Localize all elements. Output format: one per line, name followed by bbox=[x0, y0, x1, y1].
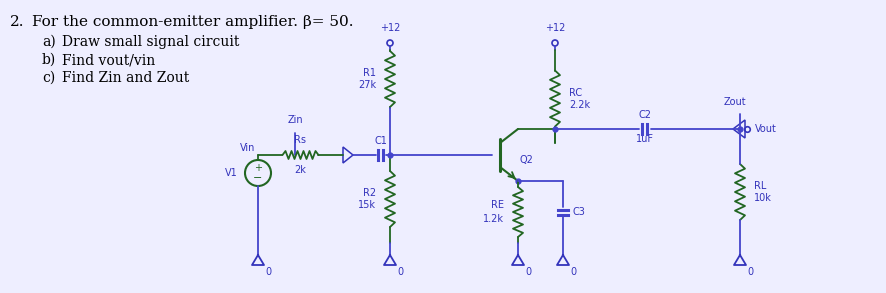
Text: C3: C3 bbox=[573, 207, 586, 217]
Text: Rs: Rs bbox=[294, 135, 307, 145]
Text: 27k: 27k bbox=[358, 80, 376, 90]
Text: 10k: 10k bbox=[754, 193, 772, 203]
Text: Zin: Zin bbox=[287, 115, 303, 125]
Text: b): b) bbox=[42, 53, 56, 67]
Text: c): c) bbox=[42, 71, 55, 85]
Text: V1: V1 bbox=[225, 168, 238, 178]
Text: R2: R2 bbox=[363, 188, 376, 198]
Text: 0: 0 bbox=[525, 267, 531, 277]
Text: a): a) bbox=[42, 35, 56, 49]
Text: R1: R1 bbox=[363, 68, 376, 78]
Text: Vin: Vin bbox=[239, 143, 255, 153]
Text: 0: 0 bbox=[265, 267, 271, 277]
Text: Find vout/vin: Find vout/vin bbox=[62, 53, 155, 67]
Text: Vout: Vout bbox=[755, 124, 777, 134]
Text: 0: 0 bbox=[570, 267, 576, 277]
Text: Zout: Zout bbox=[724, 97, 746, 107]
Text: 1uF: 1uF bbox=[636, 134, 654, 144]
Text: 0: 0 bbox=[747, 267, 753, 277]
Text: RE: RE bbox=[491, 200, 504, 210]
Text: 2.2k: 2.2k bbox=[569, 100, 590, 110]
Text: 2.: 2. bbox=[10, 15, 25, 29]
Text: C2: C2 bbox=[639, 110, 651, 120]
Text: +12: +12 bbox=[545, 23, 565, 33]
Text: 1.2k: 1.2k bbox=[483, 214, 504, 224]
Text: RC: RC bbox=[569, 88, 582, 98]
Text: 2k: 2k bbox=[294, 165, 307, 175]
Text: 15k: 15k bbox=[358, 200, 376, 210]
Text: RL: RL bbox=[754, 181, 766, 191]
Text: Q2: Q2 bbox=[520, 155, 534, 165]
Text: For the common-emitter amplifier. β= 50.: For the common-emitter amplifier. β= 50. bbox=[32, 15, 354, 29]
Text: +: + bbox=[254, 163, 262, 173]
Text: 0: 0 bbox=[397, 267, 403, 277]
Text: +12: +12 bbox=[380, 23, 400, 33]
Text: Draw small signal circuit: Draw small signal circuit bbox=[62, 35, 239, 49]
Text: C1: C1 bbox=[375, 136, 387, 146]
Text: Find Zin and Zout: Find Zin and Zout bbox=[62, 71, 190, 85]
Text: −: − bbox=[253, 173, 262, 183]
